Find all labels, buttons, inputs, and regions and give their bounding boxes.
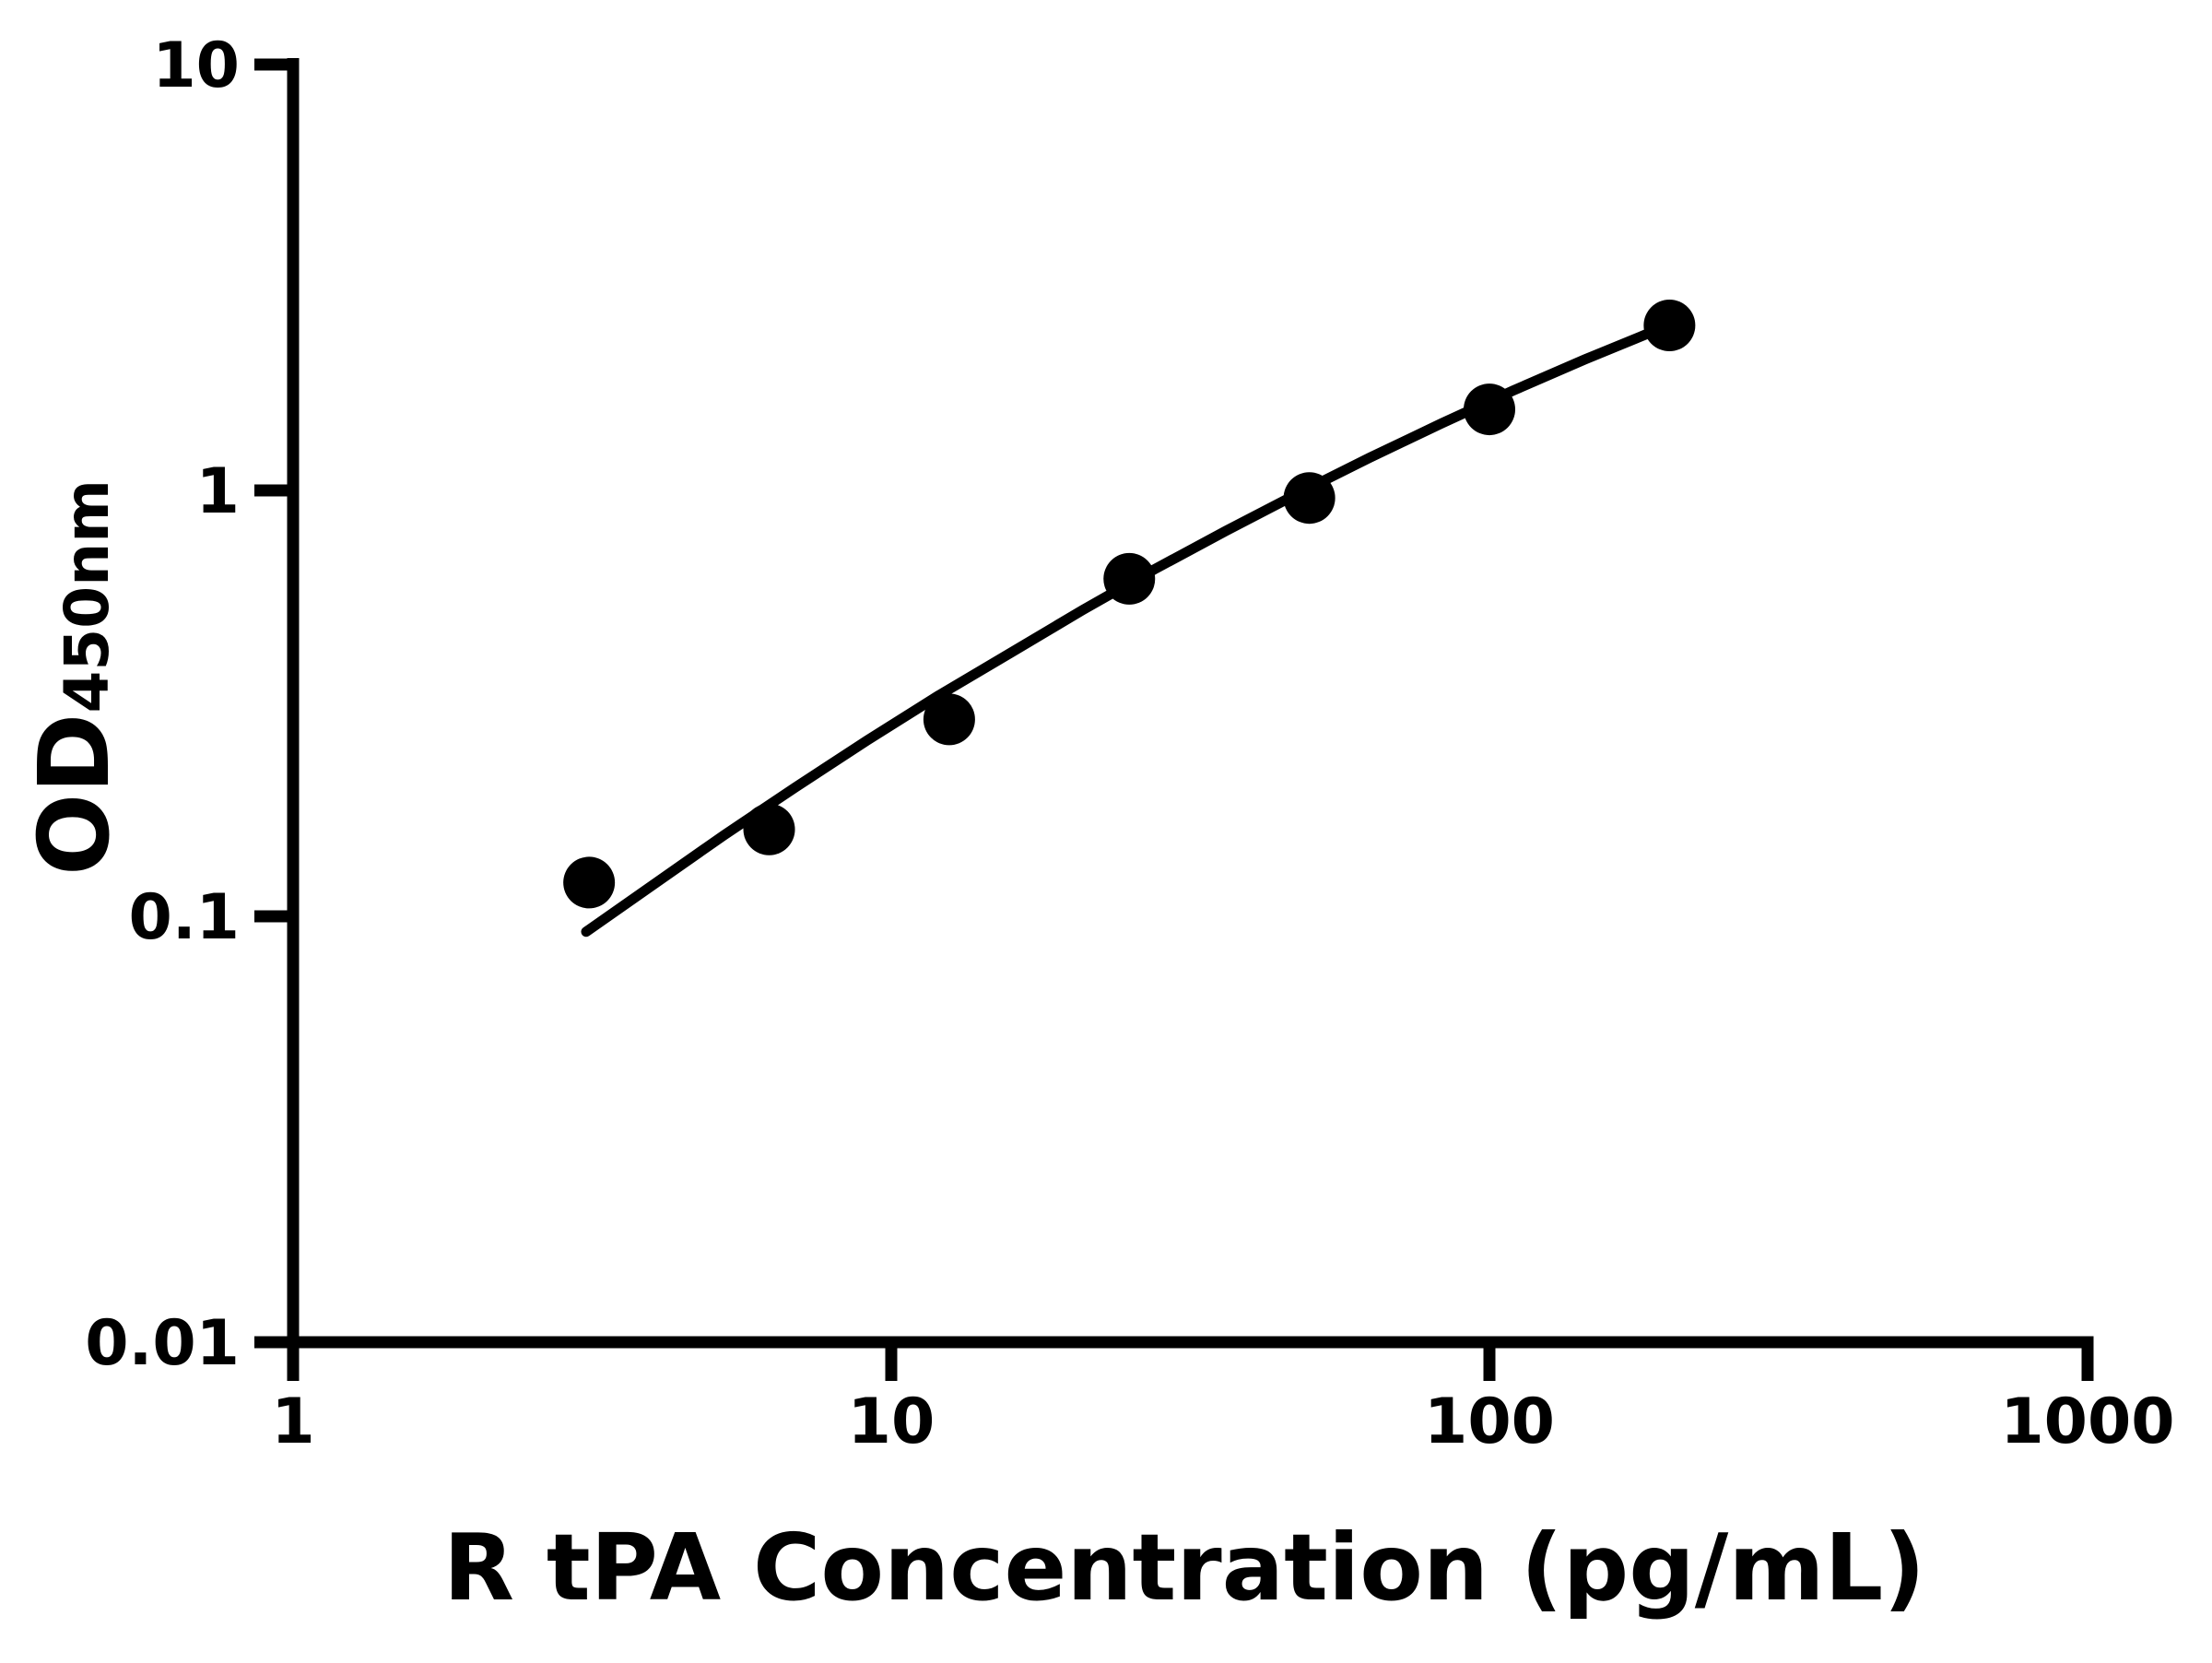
x-tick — [287, 1336, 300, 1381]
y-tick — [254, 1336, 293, 1349]
x-tick — [2081, 1336, 2094, 1381]
x-tick-label: 1 — [271, 1386, 314, 1458]
y-axis-tick-labels: 10 1 0.1 0.01 — [85, 29, 240, 1380]
x-tick-label: 10 — [848, 1386, 935, 1458]
x-tick — [885, 1336, 898, 1381]
data-point — [1643, 300, 1696, 352]
y-tick — [254, 484, 293, 497]
y-tick — [254, 58, 293, 71]
data-points — [563, 300, 1696, 909]
y-tick-label: 10 — [152, 29, 240, 102]
x-tick-label: 100 — [1424, 1386, 1555, 1458]
data-point — [1464, 383, 1515, 436]
x-tick — [1483, 1336, 1496, 1381]
x-axis-title: R tPA Concentration (pg/mL) — [443, 1514, 1925, 1622]
data-point — [1103, 552, 1156, 605]
y-tick-label: 0.01 — [85, 1307, 240, 1380]
y-axis-spine — [287, 58, 300, 1348]
y-axis-title: OD450nm — [18, 479, 131, 876]
y-axis-title-subscript: 450nm — [52, 479, 123, 714]
x-axis-ticks — [287, 1336, 2094, 1381]
y-axis-title-main: OD — [18, 714, 131, 876]
y-tick-label: 0.1 — [129, 881, 240, 954]
data-point — [743, 803, 795, 855]
y-tick-label: 1 — [196, 455, 240, 528]
data-point — [923, 693, 975, 746]
data-point — [1283, 472, 1335, 525]
x-tick-label: 1000 — [2000, 1386, 2174, 1458]
y-tick — [254, 910, 293, 923]
x-axis-spine — [287, 1336, 2094, 1349]
x-axis-tick-labels: 1 10 100 1000 — [271, 1386, 2174, 1458]
y-axis-ticks — [254, 58, 293, 1349]
data-point — [563, 856, 616, 909]
